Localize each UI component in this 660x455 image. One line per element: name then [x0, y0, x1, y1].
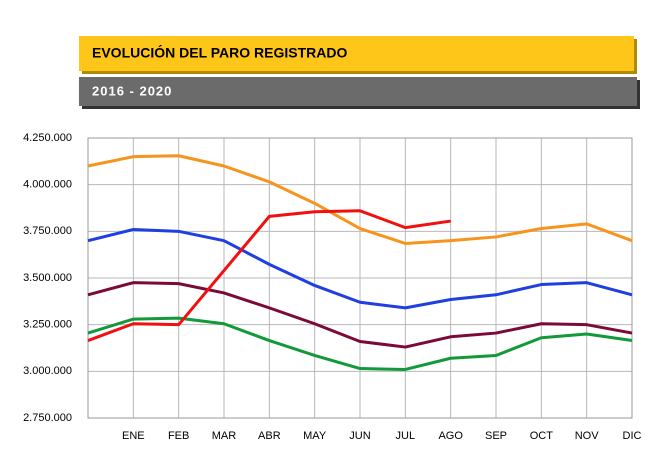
plot-border: [87, 137, 633, 419]
x-tick-label: MAR: [212, 430, 237, 442]
series-line: [87, 281, 633, 349]
y-tick-label: 3.250.000: [23, 319, 72, 331]
chart-subtitle: 2016 - 2020: [92, 83, 172, 98]
x-tick-label: AGO: [438, 430, 463, 442]
x-tick-label: ABR: [258, 430, 281, 442]
title-banner: [79, 36, 634, 71]
series-line: [87, 316, 633, 371]
y-tick-label: 4.000.000: [23, 179, 72, 191]
x-tick-label: JUN: [349, 430, 370, 442]
y-tick-label: 2.750.000: [23, 412, 72, 424]
x-tick-label: FEB: [168, 430, 189, 442]
x-tick-label: MAY: [303, 430, 327, 442]
chart-title: EVOLUCIÓN DEL PARO REGISTRADO: [92, 44, 348, 61]
x-tick-label: DIC: [623, 430, 642, 442]
series-line: [87, 209, 451, 342]
x-tick-label: JUL: [396, 430, 416, 442]
series-line: [87, 227, 633, 310]
x-tick-label: ENE: [122, 430, 145, 442]
y-tick-label: 4.250.000: [23, 132, 72, 144]
subtitle-banner: [79, 77, 637, 106]
y-tick-label: 3.000.000: [23, 365, 72, 377]
x-tick-label: OCT: [530, 430, 554, 442]
x-tick-label: NOV: [575, 430, 600, 442]
x-tick-label: SEP: [485, 430, 507, 442]
y-tick-label: 3.750.000: [23, 225, 72, 237]
series-line: [87, 154, 633, 245]
y-tick-label: 3.500.000: [23, 272, 72, 284]
